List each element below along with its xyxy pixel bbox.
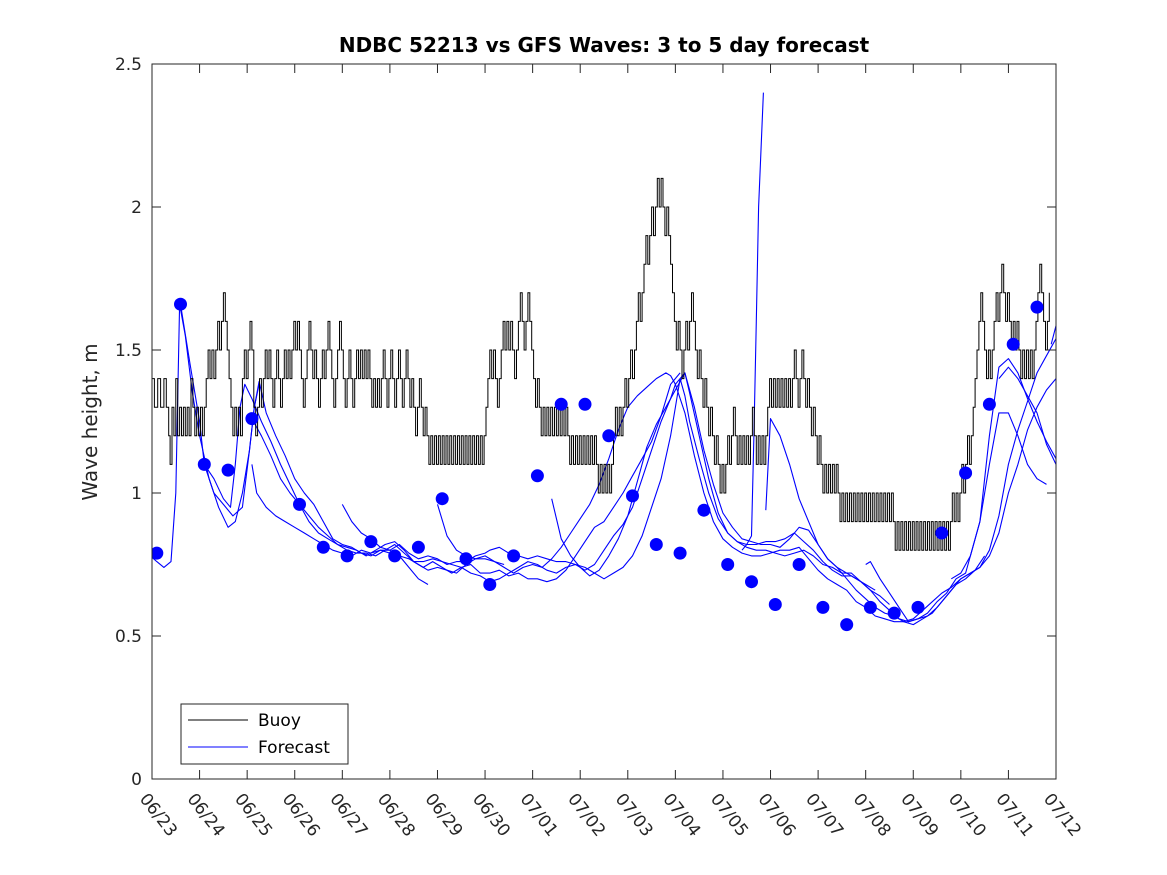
forecast-marker [316,540,330,554]
forecast-marker [626,489,639,503]
y-axis-label: Wave height, m [78,343,102,500]
forecast-line [865,358,1056,623]
forecast-line [998,366,1056,466]
forecast-marker [1030,300,1044,314]
forecast-marker [578,397,592,411]
forecast-line [551,337,1056,626]
forecast-line [251,372,890,605]
forecast-line [765,418,876,591]
forecast-marker [887,606,901,620]
y-tick-label: 2 [131,198,142,218]
buoy-line [152,177,1050,551]
buoy-series [152,177,1050,551]
forecast-marker [221,463,235,477]
forecast-marker [863,600,877,614]
forecast-marker [364,535,378,549]
forecast-line [203,372,681,583]
legend: Buoy Forecast [180,703,349,765]
forecast-marker [673,546,687,560]
y-tick-label: 0 [131,770,142,790]
forecast-marker [435,492,449,506]
forecast-marker [697,503,711,517]
plot-area [151,63,1057,780]
legend-box [180,703,349,765]
forecast-marker [483,578,497,591]
forecast-marker [530,469,544,483]
y-tick-label: 1.5 [115,341,142,361]
forecast-marker [388,549,402,563]
y-tick-label: 2.5 [115,55,142,75]
forecast-marker [959,466,973,480]
legend-buoy-label: Buoy [258,711,301,731]
legend-forecast-label: Forecast [258,738,330,758]
forecast-line [951,412,1047,580]
forecast-marker [792,558,806,571]
forecast-marker [768,598,782,611]
y-axis: 0 0.5 1 1.5 2 2.5 [115,55,1056,790]
y-tick-label: 1 [131,484,142,504]
forecast-marker [554,397,568,411]
forecast-marker [152,546,164,560]
forecast-marker [245,412,259,426]
forecast-marker [174,297,187,311]
forecast-marker [816,600,830,614]
chart-title: NDBC 52213 vs GFS Waves: 3 to 5 day fore… [339,33,870,57]
forecast-marker [721,558,735,571]
forecast-marker [293,497,306,511]
forecast-marker [649,538,663,551]
forecast-marker [1006,337,1020,351]
forecast-line [251,464,505,574]
forecast-marker [935,526,949,540]
plot-frame [151,63,1057,780]
forecast-marker [840,618,854,632]
forecast-marker [982,397,996,411]
forecast-markers [152,297,1044,632]
forecast-marker [459,552,473,566]
forecast-marker [340,549,354,563]
y-tick-label: 0.5 [115,627,142,647]
forecast-marker [197,457,211,471]
forecast-marker [745,575,758,589]
forecast-series [152,92,1056,626]
forecast-marker [411,540,425,554]
forecast-line [741,92,764,551]
forecast-marker [911,600,925,614]
forecast-marker [602,429,616,443]
forecast-marker [507,549,521,563]
